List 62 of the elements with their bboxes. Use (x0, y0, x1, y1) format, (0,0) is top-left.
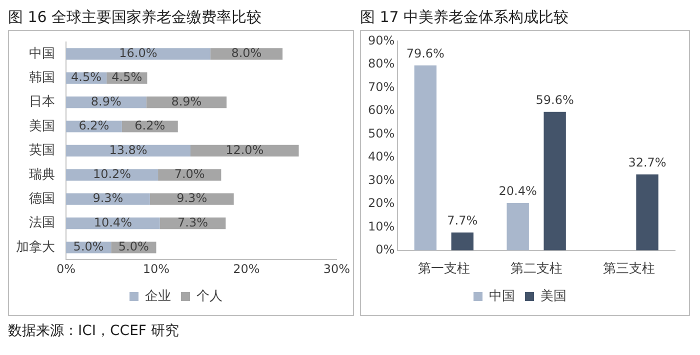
bar (451, 232, 474, 250)
data-label: 9.3% (92, 191, 124, 206)
data-label: 8.9% (90, 94, 122, 108)
y-tick-label: 10% (368, 219, 395, 234)
data-label: 7.7% (447, 214, 478, 228)
y-tick-label: 90% (368, 33, 395, 48)
data-label: 32.7% (628, 156, 666, 170)
data-label: 79.6% (406, 46, 444, 60)
data-label: 10.4% (94, 215, 132, 230)
x-tick-label: 第一支柱 (418, 262, 470, 277)
bar (544, 112, 566, 250)
y-tick-label: 日本 (29, 94, 55, 110)
x-tick-label: 第二支柱 (510, 262, 562, 277)
y-tick-label: 60% (368, 103, 395, 118)
chart-title: 图 17 中美养老金体系构成比较 (360, 8, 570, 28)
y-tick-label: 80% (368, 56, 395, 71)
y-tick-label: 40% (368, 150, 395, 164)
y-tick-label: 德国 (29, 191, 55, 206)
y-tick-label: 0% (376, 242, 395, 257)
y-tick-label: 韩国 (29, 70, 55, 86)
data-label: 5.0% (118, 240, 149, 254)
data-label: 6.2% (134, 118, 166, 133)
chart-title: 图 16 全球主要国家养老金缴费率比较 (8, 8, 263, 28)
y-tick-label: 70% (368, 80, 395, 94)
y-tick-label: 英国 (29, 143, 55, 158)
y-tick-label: 中国 (29, 46, 55, 62)
x-tick-label: 0% (56, 262, 76, 276)
legend-label: 个人 (196, 288, 222, 304)
data-label: 12.0% (226, 142, 264, 157)
data-label: 59.6% (536, 92, 574, 107)
bar (636, 174, 658, 250)
data-label: 16.0% (119, 46, 158, 60)
data-label: 13.8% (109, 142, 148, 157)
y-tick-label: 加拿大 (16, 240, 55, 255)
data-label: 6.2% (78, 118, 110, 133)
y-tick-label: 30% (368, 172, 395, 187)
data-label: 8.0% (231, 46, 262, 60)
data-label: 5.0% (73, 240, 104, 254)
x-tick-label: 30% (323, 262, 350, 276)
data-label: 7.0% (174, 167, 205, 182)
legend-label: 美国 (540, 288, 566, 304)
y-tick-label: 50% (368, 126, 395, 140)
y-tick-label: 瑞典 (29, 167, 55, 182)
x-tick-label: 20% (233, 262, 260, 276)
x-tick-label: 第三支柱 (602, 262, 655, 277)
data-label: 10.2% (92, 167, 132, 182)
data-label: 20.4% (498, 184, 537, 198)
data-label: 8.9% (171, 94, 202, 108)
legend-label: 中国 (489, 288, 515, 304)
bar (506, 202, 529, 250)
bar (414, 65, 436, 250)
data-label: 4.5% (112, 70, 142, 84)
data-label: 7.3% (178, 215, 208, 230)
y-tick-label: 法国 (29, 216, 55, 231)
x-tick-label: 10% (142, 262, 170, 276)
data-label: 4.5% (71, 70, 102, 84)
legend-label: 企业 (145, 288, 171, 304)
y-tick-label: 美国 (29, 118, 55, 134)
y-tick-label: 20% (368, 196, 395, 210)
bar (66, 48, 210, 60)
data-label: 9.3% (176, 191, 208, 206)
source-note: 数据来源：ICI，CCEF 研究 (8, 322, 180, 340)
